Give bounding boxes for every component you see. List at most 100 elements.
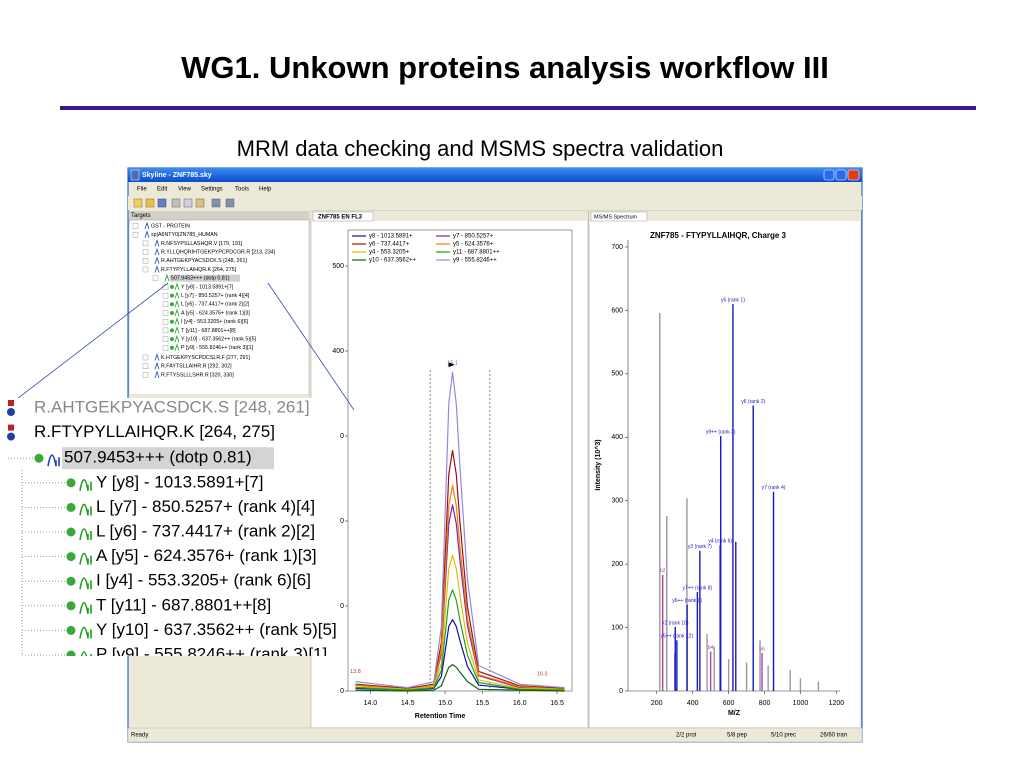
tree-item[interactable]: 507.9453+++ (dotp 0.81) (171, 276, 230, 282)
legend-label: y4 - 553.3205+ (369, 250, 410, 256)
tree-item[interactable]: R.FTYPYLLAIHQR.K [264, 275] (161, 267, 237, 273)
peak-label: 15.1 (447, 361, 458, 367)
app-window: Skyline - ZNF785.sky File Edit View Setting… (127, 167, 863, 743)
tab-label[interactable]: MS/MS Spectrum (594, 214, 638, 220)
expander[interactable] (132, 231, 139, 238)
tab[interactable] (312, 211, 374, 222)
tree-item[interactable]: L [y6] - 737.4417+ (rank 2)[2] (181, 302, 250, 308)
expander[interactable] (162, 345, 169, 351)
status-dot (66, 552, 76, 562)
tree-item[interactable]: P [y9] - 555.8246++ (rank 3)[1] (181, 345, 254, 351)
menu-item[interactable]: Settings (201, 187, 223, 193)
tree-item[interactable]: I [y4] - 553.3205+ (rank 6)[6] (181, 319, 249, 325)
tree-item[interactable]: A [y5] - 624.3576+ (rank 1)[3] (181, 310, 250, 316)
window-title: Skyline - ZNF785.sky (142, 172, 212, 179)
toolbar-icon[interactable] (195, 198, 205, 208)
tree-item[interactable]: K.HTGEKPYSCPDCSLR.F [277, 291] (161, 355, 250, 361)
tree-item[interactable]: R.FAYTSLLAIHR.R [292, 302] (161, 364, 232, 370)
node-icon (79, 552, 92, 565)
chromatogram-trace (355, 664, 565, 692)
tab-label[interactable]: ZNF785 EN FL3 (318, 215, 363, 221)
zoom-tree-item[interactable]: 507.9453+++ (dotp 0.81) (64, 448, 252, 467)
status-dot (170, 328, 174, 333)
zoom-tree-item[interactable]: T [y11] - 687.8801++[8] (96, 595, 271, 614)
legend-label: y6 - 737.4417+ (369, 242, 410, 248)
tree-item[interactable]: R.FTYSSLLLSHR.R [320, 330] (161, 372, 234, 378)
node-icon (79, 602, 92, 614)
menu-item[interactable]: File (137, 187, 147, 193)
expander[interactable] (162, 310, 169, 316)
zoom-tree-item[interactable]: L [y7] - 850.5257+ (rank 4)[4] (96, 497, 315, 516)
tree-item[interactable]: sp|A6NTY0|ZN785_HUMAN (151, 232, 218, 238)
expander[interactable] (162, 327, 169, 334)
y-tick-label: 700 (611, 244, 623, 251)
zoom-tree-item[interactable]: A [y5] - 624.3576+ (rank 1)[3] (96, 546, 317, 565)
zoom-tree-item[interactable]: Y [y8] - 1013.5891+[7] (96, 472, 263, 491)
toolbar-icon[interactable] (157, 198, 167, 208)
title-bar (128, 168, 862, 182)
expander[interactable] (162, 319, 169, 325)
tree-item[interactable]: R.YLLQHQRIHTGEKPYPCPDCGR.R [213, 234] (161, 250, 276, 256)
status-dot (66, 576, 76, 586)
node-icon (7, 432, 15, 441)
tree-item[interactable]: R.AHTGEKPYACSDCK.S [248, 261] (161, 258, 247, 264)
expander[interactable] (142, 258, 149, 264)
status-dot (170, 337, 174, 342)
zoom-tree-item[interactable]: Y [y10] - 637.3562++ (rank 5)[5] (96, 620, 337, 639)
expander[interactable] (162, 292, 169, 299)
node-icon (174, 317, 180, 325)
x-tick-label: 1000 (793, 700, 809, 707)
zoom-tree-item[interactable]: R.FTYPYLLAIHQR.K [264, 275] (34, 422, 275, 441)
close-button[interactable] (847, 169, 860, 181)
y-tick-label: 600 (611, 307, 623, 314)
node-icon (154, 256, 160, 264)
status-dot (170, 345, 174, 350)
tab[interactable] (590, 211, 648, 222)
toolbar-icon[interactable] (183, 198, 193, 208)
expander[interactable] (162, 336, 169, 342)
toolbar-icon[interactable] (171, 198, 181, 208)
tree-item[interactable]: Y [y10] - 637.3562++ (rank 5)[5] (181, 337, 257, 343)
zoom-background (0, 398, 340, 656)
legend-label: y11 - 687.8801++ (453, 250, 500, 256)
node-icon (79, 626, 92, 639)
expander[interactable] (142, 363, 149, 369)
tree-item[interactable]: R.NFSYPSLLASHQR.V [179, 191] (161, 241, 243, 247)
x-tick-label: 800 (759, 700, 771, 707)
status-field: 26/60 tran (820, 733, 847, 739)
expander[interactable] (162, 301, 169, 307)
x-tick-label: 200 (651, 700, 663, 707)
peak-annotation: y9++ (rank 3) (706, 429, 736, 435)
zoom-tree-item[interactable]: P [y9] - 555.8246++ (rank 3)[1] (96, 644, 327, 663)
toolbar-icon[interactable] (211, 198, 221, 208)
status-dot (170, 319, 174, 324)
maximize-button[interactable] (835, 169, 847, 181)
toolbar-icon[interactable] (133, 198, 143, 208)
expander[interactable] (142, 249, 149, 255)
y-tick-label: 400 (611, 434, 623, 441)
expander[interactable] (142, 240, 149, 247)
y-tick-label: 400 (332, 348, 344, 355)
menu-item[interactable]: Edit (157, 187, 168, 193)
expander[interactable] (142, 266, 149, 273)
y-tick-label: 500 (611, 371, 623, 378)
tree-item[interactable]: T [y11] - 687.8801++[8] (181, 328, 236, 334)
expander[interactable] (142, 354, 149, 361)
charts: 0 100 200 300 400 500 14.0 14.5 15.0 15.5 16.0 16.5… (332, 231, 844, 720)
tree-item[interactable]: GST - PROTEIN (151, 223, 190, 229)
tree-item[interactable]: Y [y8] - 1013.5891+[7] (181, 284, 234, 290)
expander[interactable] (152, 275, 159, 281)
expander[interactable] (132, 223, 139, 229)
zoom-tree-item[interactable]: L [y6] - 737.4417+ (rank 2)[2] (96, 521, 315, 540)
zoom-tree-item[interactable]: I [y4] - 553.3205+ (rank 6)[6] (96, 571, 311, 590)
menu-item[interactable]: View (178, 187, 192, 193)
toolbar-icon[interactable] (145, 198, 155, 208)
menu-item[interactable]: Tools (235, 187, 249, 193)
tree-item[interactable]: L [y7] - 850.5257+ (rank 4)[4] (181, 293, 250, 299)
menu-item[interactable]: Help (259, 187, 272, 193)
toolbar-icon[interactable] (225, 198, 235, 208)
zoom-tree-item[interactable]: R.AHTGEKPYACSDCK.S [248, 261] (34, 397, 310, 416)
expander[interactable] (142, 372, 149, 378)
minimize-button[interactable] (823, 169, 835, 181)
